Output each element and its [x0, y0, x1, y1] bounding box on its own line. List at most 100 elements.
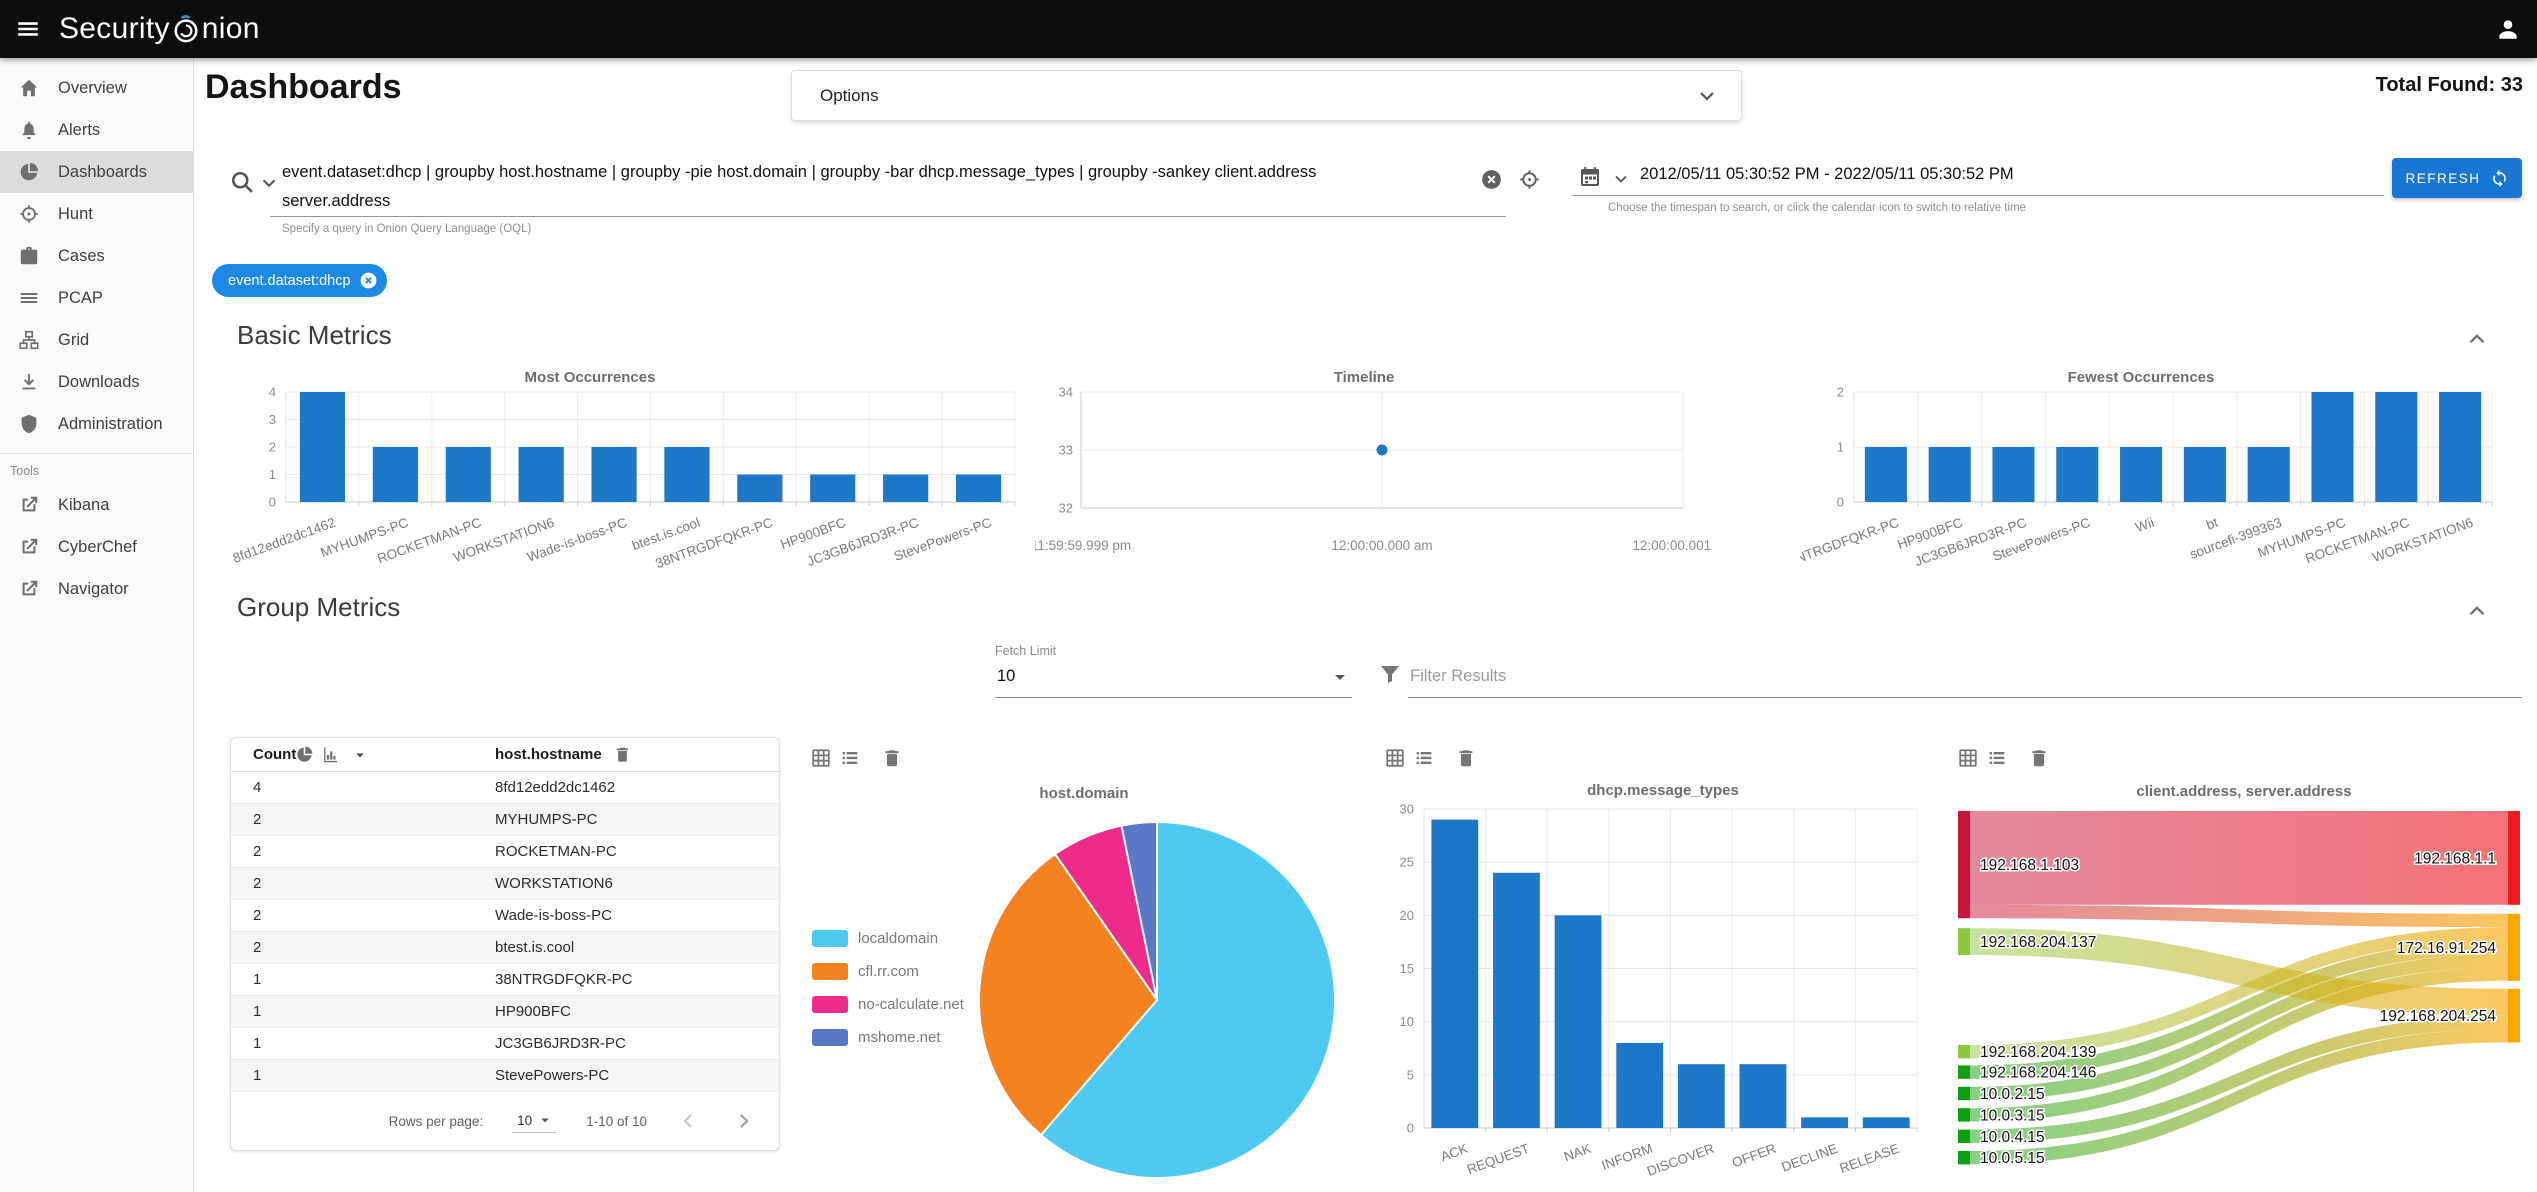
previous-page-icon[interactable]	[677, 1109, 701, 1133]
svg-text:REQUEST: REQUEST	[1465, 1141, 1531, 1177]
delete-chart-icon[interactable]	[881, 747, 903, 769]
svg-text:5: 5	[1407, 1067, 1414, 1082]
next-page-icon[interactable]	[731, 1109, 755, 1133]
sidebar-tool-cyberchef[interactable]: CyberChef	[0, 526, 193, 568]
chip-close-icon[interactable]	[359, 271, 378, 290]
sidebar-item-hunt[interactable]: Hunt	[0, 193, 193, 235]
sidebar-item-pcap[interactable]: PCAP	[0, 277, 193, 319]
sidebar-tool-label: Kibana	[58, 495, 110, 514]
cell-count: 2	[253, 939, 262, 956]
refresh-button[interactable]: REFRESH	[2392, 158, 2522, 198]
timespan-chevron-icon[interactable]	[1611, 169, 1631, 189]
table-row[interactable]: 2 Wade-is-boss-PC	[231, 900, 779, 932]
table-row[interactable]: 1 JC3GB6JRD3R-PC	[231, 1028, 779, 1060]
sidebar-item-alerts[interactable]: Alerts	[0, 109, 193, 151]
fetch-limit-underline	[995, 697, 1352, 698]
cell-count: 4	[253, 779, 262, 796]
svg-text:bt: bt	[2204, 515, 2220, 533]
sankey-node-192.168.204.139	[1958, 1045, 1970, 1059]
list-view-icon[interactable]	[839, 747, 861, 769]
menu-icon[interactable]	[15, 16, 41, 42]
list-view-icon[interactable]	[1986, 747, 2008, 769]
table-row[interactable]: 2 ROCKETMAN-PC	[231, 836, 779, 868]
svg-text:host.domain: host.domain	[1039, 785, 1128, 802]
sidebar-tool-navigator[interactable]: Navigator	[0, 568, 193, 610]
most-occurrences-chart[interactable]: Most Occurrences012348fd12edd2dc1462MYHU…	[230, 362, 1030, 577]
filter-results-input[interactable]: Filter Results	[1410, 667, 1507, 685]
delete-chart-icon[interactable]	[2028, 747, 2050, 769]
table-view-icon[interactable]	[1384, 747, 1406, 769]
sidebar-item-dashboards[interactable]: Dashboards	[0, 151, 193, 193]
list-view-icon[interactable]	[1413, 747, 1435, 769]
table-row[interactable]: 1 StevePowers-PC	[231, 1060, 779, 1092]
sort-caret-icon[interactable]	[351, 746, 369, 764]
fewest-occurrences-chart[interactable]: Fewest Occurrences01238NTRGDFQKR-PCHP900…	[1800, 362, 2537, 577]
svg-text:0: 0	[1837, 495, 1844, 510]
sidebar-tool-label: CyberChef	[58, 537, 137, 556]
svg-text:mshome.net: mshome.net	[858, 1029, 941, 1046]
svg-text:192.168.204.254: 192.168.204.254	[2380, 1008, 2497, 1025]
timeline-chart[interactable]: Timeline 32 33 34 11:59:59.999 pm 12:00:00.00…	[1035, 362, 1715, 577]
dhcp-message-types-chart[interactable]: dhcp.message_types 0 5 10 15 20 25 30 ACKREQUEST…	[1378, 778, 1950, 1192]
sidebar-item-label: Downloads	[58, 372, 140, 391]
sidebar-item-downloads[interactable]: Downloads	[0, 361, 193, 403]
delete-group-icon[interactable]	[613, 745, 632, 764]
host-domain-pie-chart[interactable]: host.domain localdomain cfl.rr.com no-calcu…	[800, 778, 1370, 1192]
table-view-icon[interactable]	[1957, 747, 1979, 769]
sankey-node-192.168.1.1	[2508, 811, 2520, 905]
crosshair-actions-icon[interactable]	[1517, 167, 1542, 192]
table-row[interactable]: 2 MYHUMPS-PC	[231, 804, 779, 836]
rows-per-page-select[interactable]: 10	[513, 1109, 557, 1133]
table-row[interactable]: 2 btest.is.cool	[231, 932, 779, 964]
search-input[interactable]: event.dataset:dhcp | groupby host.hostna…	[282, 158, 1482, 216]
sankey-flow	[1970, 967, 2508, 1122]
svg-text:NAK: NAK	[1562, 1141, 1593, 1165]
svg-text:25: 25	[1400, 855, 1414, 870]
table-row[interactable]: 2 WORKSTATION6	[231, 868, 779, 900]
timespan-hint: Choose the timespan to search, or click …	[1608, 202, 2027, 214]
svg-text:cfl.rr.com: cfl.rr.com	[858, 963, 919, 980]
fetch-limit-select[interactable]: 10	[997, 667, 1016, 685]
query-line-2: server.address	[282, 192, 391, 210]
query-history-chevron-icon[interactable]	[258, 172, 280, 194]
cell-hostname: Wade-is-boss-PC	[495, 907, 612, 924]
svg-text:Wii: Wii	[2133, 515, 2156, 536]
sidebar-item-grid[interactable]: Grid	[0, 319, 193, 361]
svg-text:Fewest Occurrences: Fewest Occurrences	[2068, 369, 2215, 386]
rows-per-page-caret-icon	[536, 1111, 554, 1129]
sidebar-item-overview[interactable]: Overview	[0, 67, 193, 109]
svg-text:1: 1	[269, 467, 276, 482]
app-logo[interactable]: Security nion	[59, 12, 260, 46]
delete-chart-icon[interactable]	[1455, 747, 1477, 769]
sankey-card-toolbar	[1957, 747, 2050, 769]
filter-chip[interactable]: event.dataset:dhcp	[212, 264, 387, 297]
sidebar-tool-kibana[interactable]: Kibana	[0, 484, 193, 526]
pie-slice-localdomain	[1039, 820, 1336, 1179]
bar-chart-toggle-icon[interactable]	[321, 745, 340, 764]
clear-query-icon[interactable]	[1479, 167, 1504, 192]
svg-text:192.168.204.137: 192.168.204.137	[1980, 934, 2096, 951]
legend-swatch	[812, 1029, 848, 1046]
filter-funnel-icon[interactable]	[1378, 662, 1402, 686]
sankey-flow	[1970, 954, 2508, 1101]
svg-text:192.168.204.146: 192.168.204.146	[1980, 1065, 2096, 1082]
basic-metrics-collapse-icon[interactable]	[2464, 326, 2490, 352]
table-view-icon[interactable]	[810, 747, 832, 769]
client-server-sankey-chart[interactable]: client.address, server.address 192.168.1.…	[1958, 778, 2537, 1192]
table-row[interactable]: 4 8fd12edd2dc1462	[231, 772, 779, 804]
search-icon[interactable]	[228, 168, 256, 196]
timespan-input[interactable]: 2012/05/11 05:30:52 PM - 2022/05/11 05:3…	[1640, 165, 2014, 183]
sidebar-item-cases[interactable]: Cases	[0, 235, 193, 277]
sidebar-item-label: Cases	[58, 246, 105, 265]
table-row[interactable]: 1 HP900BFC	[231, 996, 779, 1028]
calendar-icon[interactable]	[1578, 165, 1602, 189]
table-row[interactable]: 1 38NTRGDFQKR-PC	[231, 964, 779, 996]
options-dropdown[interactable]: Options	[791, 70, 1742, 121]
group-metrics-collapse-icon[interactable]	[2464, 598, 2490, 624]
pie-chart-toggle-icon[interactable]	[295, 745, 314, 764]
svg-text:3: 3	[269, 412, 276, 427]
fetch-limit-caret-icon[interactable]	[1328, 665, 1352, 689]
sidebar-item-administration[interactable]: Administration	[0, 403, 193, 445]
rows-per-page-label: Rows per page:	[388, 1113, 484, 1129]
user-icon[interactable]	[2495, 16, 2521, 42]
